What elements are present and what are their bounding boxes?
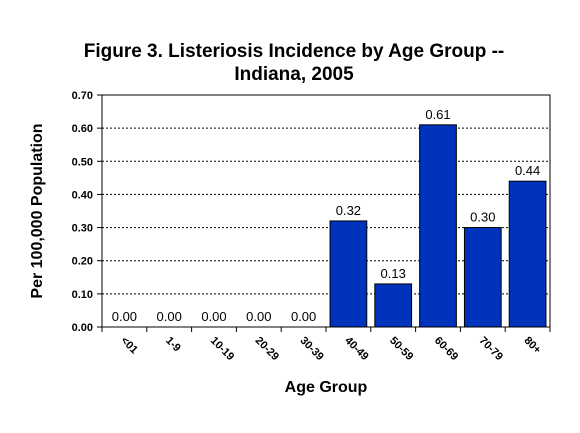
bar <box>508 180 547 328</box>
y-tick-label: 0.30 <box>72 223 93 235</box>
x-tick-label: 20-29 <box>253 335 281 363</box>
data-labels: 0.00 0.00 0.00 0.00 0.00 0.32 0.13 0.61 0.30 0.44 <box>112 107 541 324</box>
y-axis-title: Per 100,000 Population <box>29 123 46 298</box>
bar <box>463 227 502 328</box>
y-tick-label: 0.70 <box>72 90 93 102</box>
axes <box>97 94 551 332</box>
y-tick-label: 0.50 <box>72 156 93 168</box>
bar <box>374 283 413 328</box>
data-label: 0.00 <box>201 309 226 324</box>
x-tick-label: 40-49 <box>342 335 370 363</box>
data-label: 0.30 <box>470 210 495 225</box>
data-label: 0.61 <box>425 107 450 122</box>
chart-title-line-1: Figure 3. Listeriosis Incidence by Age G… <box>84 41 505 62</box>
x-tick-label: 10-19 <box>208 335 236 363</box>
y-tick-labels: 0.00 0.10 0.20 0.30 0.40 0.50 0.60 0.70 <box>72 90 93 334</box>
data-label: 0.00 <box>157 309 182 324</box>
x-tick-label: 30-39 <box>297 335 325 363</box>
x-tick-label: 60-69 <box>432 335 460 363</box>
bar <box>329 220 368 328</box>
y-tick-label: 0.20 <box>72 256 93 268</box>
data-label: 0.13 <box>381 266 406 281</box>
x-tick-label: 1-9 <box>163 335 183 355</box>
x-axis-title: Age Group <box>285 379 368 396</box>
data-label: 0.00 <box>246 309 271 324</box>
x-tick-label: <01 <box>118 335 140 357</box>
y-tick-label: 0.00 <box>72 322 93 334</box>
bar <box>419 124 457 328</box>
data-label: 0.44 <box>515 163 540 178</box>
x-tick-label: 50-59 <box>387 335 415 363</box>
bars <box>329 124 547 328</box>
data-label: 0.00 <box>291 309 316 324</box>
y-tick-label: 0.40 <box>72 189 93 201</box>
x-tick-label: 80+ <box>521 335 543 357</box>
x-tick-labels: <01 1-9 10-19 20-29 30-39 40-49 50-59 60-69 70-7… <box>118 335 543 363</box>
data-label: 0.32 <box>336 203 361 218</box>
y-tick-label: 0.10 <box>72 289 93 301</box>
chart-title-line-2: Indiana, 2005 <box>234 64 354 85</box>
x-tick-label: 70-79 <box>477 335 505 363</box>
y-tick-label: 0.60 <box>72 123 93 135</box>
data-label: 0.00 <box>112 309 137 324</box>
